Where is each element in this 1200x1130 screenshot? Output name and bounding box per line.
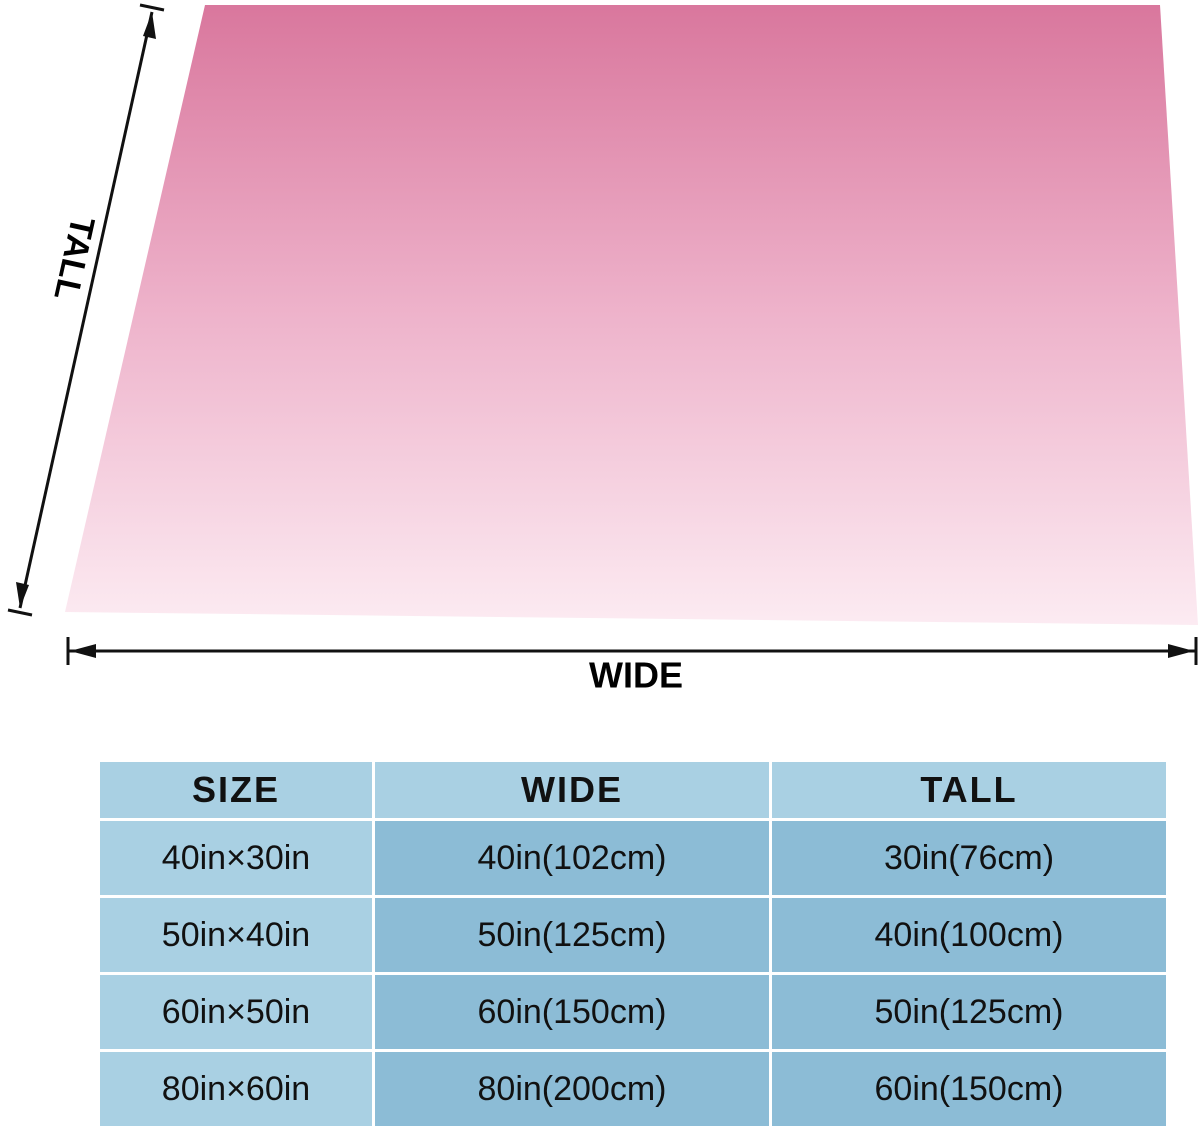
size-table: SIZE WIDE TALL 40in×30in 40in(102cm) 30in(76c… xyxy=(100,762,1166,1129)
table-cell: 80in(200cm) xyxy=(375,1052,769,1126)
table-cell: 60in×50in xyxy=(100,975,372,1049)
table-cell: 50in×40in xyxy=(100,898,372,972)
blanket xyxy=(65,5,1198,625)
table-cell: 80in×60in xyxy=(100,1052,372,1126)
header-cell: SIZE xyxy=(100,762,372,818)
blanket-diagram: TALL WIDE xyxy=(7,3,1198,696)
table-cell: 60in(150cm) xyxy=(375,975,769,1049)
table-cell: 60in(150cm) xyxy=(772,1052,1166,1126)
table-cell: 30in(76cm) xyxy=(772,821,1166,895)
table-cell: 50in(125cm) xyxy=(375,898,769,972)
wide-label: WIDE xyxy=(589,655,683,696)
tall-arrow xyxy=(7,3,165,617)
table-cell: 50in(125cm) xyxy=(772,975,1166,1049)
tall-label: TALL xyxy=(46,213,101,304)
table-cell: 40in(100cm) xyxy=(772,898,1166,972)
wide-arrow xyxy=(66,637,1198,665)
header-cell: TALL xyxy=(772,762,1166,818)
table-cell: 40in(102cm) xyxy=(375,821,769,895)
table-cell: 40in×30in xyxy=(100,821,372,895)
header-cell: WIDE xyxy=(375,762,769,818)
